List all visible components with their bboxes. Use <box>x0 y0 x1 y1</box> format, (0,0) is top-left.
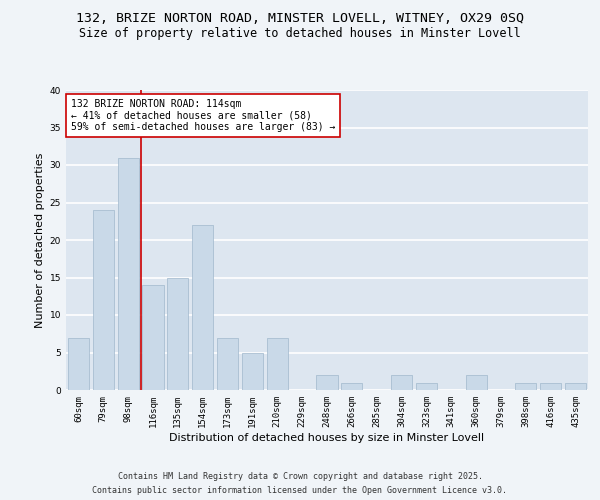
Bar <box>118 158 139 390</box>
Bar <box>267 338 288 390</box>
X-axis label: Distribution of detached houses by size in Minster Lovell: Distribution of detached houses by size … <box>169 432 485 442</box>
Bar <box>142 285 164 390</box>
Bar <box>466 375 487 390</box>
Text: Size of property relative to detached houses in Minster Lovell: Size of property relative to detached ho… <box>79 28 521 40</box>
Bar <box>540 382 561 390</box>
Bar <box>416 382 437 390</box>
Y-axis label: Number of detached properties: Number of detached properties <box>35 152 46 328</box>
Bar <box>68 338 89 390</box>
Bar <box>167 278 188 390</box>
Text: Contains HM Land Registry data © Crown copyright and database right 2025.: Contains HM Land Registry data © Crown c… <box>118 472 482 481</box>
Bar <box>515 382 536 390</box>
Text: 132 BRIZE NORTON ROAD: 114sqm
← 41% of detached houses are smaller (58)
59% of s: 132 BRIZE NORTON ROAD: 114sqm ← 41% of d… <box>71 99 335 132</box>
Text: Contains public sector information licensed under the Open Government Licence v3: Contains public sector information licen… <box>92 486 508 495</box>
Bar <box>192 225 213 390</box>
Text: 132, BRIZE NORTON ROAD, MINSTER LOVELL, WITNEY, OX29 0SQ: 132, BRIZE NORTON ROAD, MINSTER LOVELL, … <box>76 12 524 26</box>
Bar <box>391 375 412 390</box>
Bar <box>565 382 586 390</box>
Bar <box>242 352 263 390</box>
Bar <box>217 338 238 390</box>
Bar <box>341 382 362 390</box>
Bar <box>316 375 338 390</box>
Bar <box>93 210 114 390</box>
